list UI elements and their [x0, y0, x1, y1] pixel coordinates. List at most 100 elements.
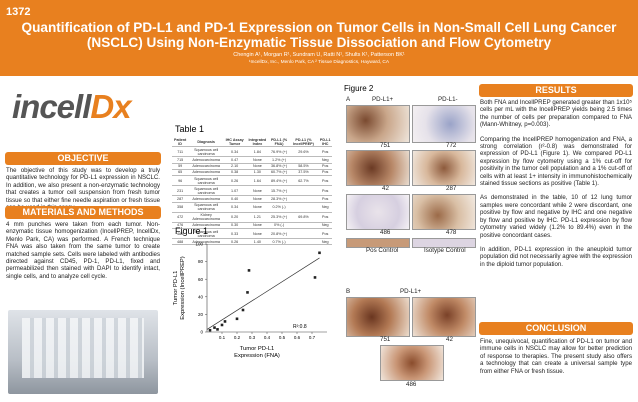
table-cell: Neg: [318, 156, 332, 164]
y-tick-label: 80: [198, 259, 204, 264]
micrograph: [346, 150, 410, 186]
poster-title: Quantification of PD-L1 and PD-1 Express…: [21, 20, 617, 50]
logo-main: incell: [12, 88, 91, 125]
table-row: 65 Adenocarcinoma 0.38 1.30 60.7% (+) 37.5% Po…: [172, 169, 332, 176]
table-cell: Neg: [318, 222, 332, 230]
table-cell: 29.6%: [288, 146, 319, 158]
table-cell: Pos: [318, 169, 332, 176]
y-axis-label: Tumor PD-L1: [173, 271, 179, 306]
header-band: [0, 0, 638, 76]
table-cell: 472: [172, 212, 189, 223]
table-cell: Adenocarcinoma: [188, 222, 225, 230]
results-paragraph: As demonstrated in the table, 10 of 12 l…: [480, 194, 632, 239]
section-heading: MATERIALS AND METHODS: [5, 206, 161, 219]
table-row: 476 Adenocarcinoma 0.30 None 0% (-) Neg: [172, 222, 332, 230]
panel-label: B: [346, 288, 351, 295]
table-cell: Kidney Adenocarcinoma: [188, 212, 225, 223]
table-cell: 0.40: [224, 195, 246, 203]
scatter-chart: 0 20 40 60 80 100 0.1 0.2 0.3 0.4 0.5 0.6 0.7R²:0.8 T…: [173, 242, 327, 359]
micrograph: [412, 297, 476, 337]
table-cell: Pos: [318, 175, 332, 187]
table-cell: None: [245, 156, 270, 164]
table-cell: Squamous cell carcinoma: [188, 228, 225, 240]
y-tick-label: 100: [195, 242, 203, 247]
table-cell: [288, 195, 319, 203]
data-point: [313, 276, 317, 279]
table-cell: 486: [172, 228, 189, 240]
sample-id: 478: [446, 229, 457, 236]
table-cell: 59: [172, 163, 189, 170]
table-cell: Squamous cell carcinoma: [188, 185, 225, 197]
x-tick-label: 0.5: [279, 335, 286, 340]
authors: Chengin A¹, Morgan R¹, Sundram U, Ratti …: [233, 52, 405, 58]
micrograph: [412, 105, 476, 143]
table-cell: 62.7%: [288, 175, 319, 187]
table-cell: 0.47: [224, 156, 246, 164]
results-paragraph: Comparing the IncellPREP homogenization …: [480, 135, 632, 188]
micrograph: [412, 194, 476, 230]
sample-id: 751: [380, 142, 391, 149]
micrograph: [346, 297, 410, 337]
table-cell: 69.8%: [288, 212, 319, 223]
table-cell: 0.7% (-): [269, 238, 289, 246]
table-cell: 89.4% (+): [269, 175, 289, 187]
table-cell: 0.20: [224, 212, 246, 223]
table-row: 231 Squamous cell carcinoma 1.07 None 15.7% …: [172, 185, 332, 197]
column-label: PD-L1-: [438, 96, 458, 103]
y-tick-label: 60: [198, 277, 204, 282]
table-cell: 358: [172, 202, 189, 213]
table-cell: 287: [172, 195, 189, 203]
table-cell: [288, 185, 319, 197]
data-point: [247, 269, 251, 272]
x-tick-label: 0.1: [219, 335, 226, 340]
table-title: Table 1: [175, 124, 205, 134]
table-cell: 65: [172, 169, 189, 176]
table-cell: None: [245, 185, 270, 197]
section-heading: RESULTS: [479, 84, 633, 97]
y-tick-label: 0: [200, 330, 203, 335]
table-cell: 1.30: [245, 169, 270, 176]
micrograph: [412, 238, 476, 248]
photo-tubes: [8, 310, 158, 394]
methods-text: 4 mm punches were taken from each tumor.…: [6, 221, 160, 280]
table-cell: Pos: [318, 228, 332, 240]
logo-accent: Dx: [90, 88, 131, 125]
table-row: 715 Adenocarcinoma 0.47 None 1.2% (+) Neg: [172, 156, 332, 164]
table-cell: 76.9% (+): [269, 146, 289, 158]
logo: incellDx: [12, 88, 132, 126]
table-cell: Pos: [318, 195, 332, 203]
table-row: 287 Adenocarcinoma 0.40 None 28.3% (+) Pos: [172, 195, 332, 203]
control-label: Pos Control: [366, 247, 399, 254]
table-cell: 37.5%: [288, 169, 319, 176]
column-header: Patient ID: [172, 137, 189, 148]
y-tick-label: 40: [198, 294, 204, 299]
table-container: Patient ID Diagnosis IHC Assay Tumor Integr…: [172, 137, 332, 246]
micrograph: [346, 194, 410, 230]
data-point: [213, 326, 216, 329]
sample-id: 42: [382, 185, 389, 192]
data-point: [318, 251, 321, 255]
table-cell: 1.40: [245, 238, 270, 246]
column-header: PD-L1 (% FNA): [269, 137, 289, 148]
table-cell: Pos: [318, 185, 332, 197]
table-cell: 1.84: [245, 146, 270, 158]
data-table: Patient ID Diagnosis IHC Assay Tumor Integr…: [172, 137, 332, 246]
data-point: [208, 328, 212, 332]
table-row: 96 Squamous cell carcinoma 0.26 1.64 89.4% (…: [172, 175, 332, 187]
data-point: [241, 308, 245, 312]
table-cell: 1.21: [245, 212, 270, 223]
table-row: 488 Adenocarcinoma 0.26 1.40 0.7% (-) Neg: [172, 238, 332, 246]
table-cell: Adenocarcinoma: [188, 195, 225, 203]
micrograph: [380, 345, 444, 381]
table-cell: 28.3% (+): [269, 195, 289, 203]
x-axis-label: Tumor PD-L1: [240, 346, 275, 352]
objective-text: The objective of this study was to devel…: [6, 167, 160, 211]
table-cell: 0.26: [224, 175, 246, 187]
table-cell: 58.5%: [288, 163, 319, 170]
table-cell: 0.34: [224, 202, 246, 213]
tubes: [22, 318, 144, 378]
data-point: [216, 328, 219, 331]
poster-number: 1372: [6, 6, 31, 18]
table-cell: Adenocarcinoma: [188, 169, 225, 176]
